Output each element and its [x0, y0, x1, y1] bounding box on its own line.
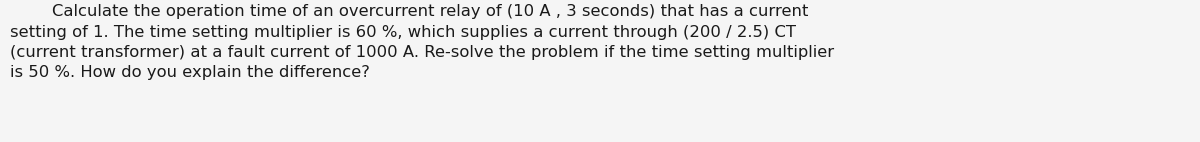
Text: Calculate the operation time of an overcurrent relay of (10 A , 3 seconds) that : Calculate the operation time of an overc… — [10, 4, 834, 81]
